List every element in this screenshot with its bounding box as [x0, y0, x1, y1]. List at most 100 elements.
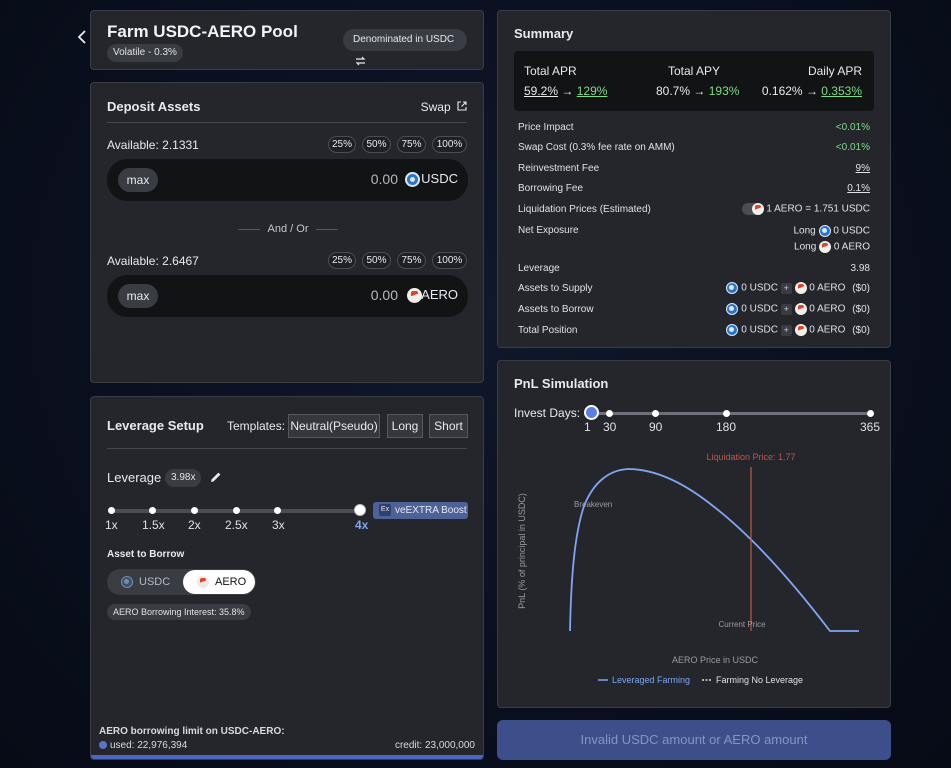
breakeven-label: Breakeven [574, 500, 612, 509]
slider-label-1x: 1x [105, 518, 118, 532]
long-label: Long [794, 241, 817, 253]
pencil-edit-icon[interactable] [210, 471, 222, 483]
aero-50-button[interactable]: 50% [362, 252, 391, 269]
net-exposure-label: Net Exposure [518, 225, 579, 236]
aero-symbol: AERO [817, 324, 846, 336]
usd-value: ($0) [852, 303, 870, 315]
aero-amount-input[interactable]: max 0.00 AERO [107, 275, 468, 317]
total-apy-label: Total APY [668, 64, 721, 78]
usdc-100-button[interactable]: 100% [432, 136, 467, 153]
aero-75-button[interactable]: 75% [397, 252, 426, 269]
template-long-button[interactable]: Long [387, 414, 423, 438]
and-or-label: And / Or [267, 223, 309, 235]
days-stop-90[interactable] [652, 410, 659, 417]
page-title: Farm USDC-AERO Pool [107, 22, 298, 41]
usdc-symbol: USDC [749, 324, 778, 336]
pnl-chart: PnL (% of principal in USDC) Liquidation… [517, 452, 859, 685]
veextra-boost-button[interactable]: Ex veEXTRA Boost [373, 502, 468, 519]
deposit-assets-panel: Deposit Assets Swap Available: 2.1331 25… [90, 82, 484, 383]
arrow: → [805, 84, 818, 98]
divider [107, 122, 467, 123]
aero-max-button[interactable]: max [118, 284, 158, 308]
slider-stop-3x[interactable] [274, 507, 281, 514]
aero-25-button[interactable]: 25% [328, 252, 356, 269]
liquidation-prices-value: 1 AERO = 1.751 USDC [741, 203, 870, 215]
submit-button[interactable]: Invalid USDC amount or AERO amount [497, 720, 891, 760]
usdc-symbol: USDC [749, 282, 778, 294]
usdc-available: Available: 2.1331 [107, 138, 199, 152]
total-position-label: Total Position [518, 325, 578, 336]
net-exposure-long-aero: Long 0 AERO [794, 241, 870, 253]
usdc-25-button[interactable]: 25% [328, 136, 356, 153]
borrowing-fee-value: 0.1% [847, 183, 870, 194]
pool-header-panel: Farm USDC-AERO Pool Volatile - 0.3% Deno… [77, 10, 484, 70]
slider-stop-2x[interactable] [191, 507, 198, 514]
usdc-amount-value[interactable]: 0.00 [370, 171, 398, 187]
aero-token-icon [794, 303, 807, 315]
veextra-icon: Ex [379, 504, 391, 517]
borrow-limit-title: AERO borrowing limit on USDC-AERO: [99, 726, 285, 737]
borrow-aero-option[interactable]: AERO [183, 570, 255, 594]
slider-label-3x: 3x [272, 518, 285, 532]
pool-type-badge: Volatile - 0.3% [107, 44, 183, 62]
borrow-interest-badge: AERO Borrowing Interest: 35.8% [107, 604, 251, 620]
aero-amount: 0 [809, 303, 815, 315]
liquidation-prices-label: Liquidation Prices (Estimated) [518, 204, 651, 215]
asset-to-borrow-label: Asset to Borrow [107, 549, 185, 560]
aero-token-icon [819, 241, 832, 253]
days-stop-30[interactable] [606, 410, 613, 417]
aero-amount: 0 [809, 324, 815, 336]
usdc-token-icon [405, 172, 420, 187]
plus-icon: + [780, 282, 792, 294]
borrow-usdc-option[interactable]: USDC [109, 571, 181, 593]
total-position-value: 0 USDC + 0 AERO ($0) [726, 324, 870, 336]
aero-token-icon [407, 288, 422, 303]
divider [107, 448, 467, 449]
usdc-50-button[interactable]: 50% [362, 136, 391, 153]
leverage-label: Leverage [107, 470, 162, 485]
usdc-amount-input[interactable]: max 0.00 USDC [107, 159, 468, 201]
toggle-switch-icon[interactable] [741, 203, 764, 215]
template-short-button[interactable]: Short [429, 414, 468, 438]
aero-amount-value[interactable]: 0.00 [370, 287, 398, 303]
assets-to-supply-value: 0 USDC + 0 AERO ($0) [726, 282, 870, 294]
legend-no-leverage-label: Farming No Leverage [716, 675, 803, 685]
days-stop-365[interactable] [867, 410, 874, 417]
borrowing-fee-label: Borrowing Fee [518, 183, 584, 194]
invest-days-handle[interactable] [584, 405, 599, 420]
aero-100-button[interactable]: 100% [432, 252, 467, 269]
price-impact-label: Price Impact [518, 122, 574, 133]
usdc-max-button[interactable]: max [118, 168, 158, 192]
usd-value: ($0) [852, 324, 870, 336]
x-axis-label: AERO Price in USDC [672, 655, 759, 665]
usdc-amount: 0 [741, 324, 747, 336]
plus-icon: + [780, 303, 792, 315]
days-label-90: 90 [649, 420, 663, 434]
denomination-toggle[interactable]: Denominated in USDC [343, 29, 467, 66]
slider-stop-1-5x[interactable] [149, 507, 156, 514]
template-neutral-button[interactable]: Neutral(Pseudo) [288, 414, 380, 438]
slider-handle[interactable] [354, 504, 366, 516]
slider-label-1-5x: 1.5x [142, 518, 165, 532]
plus-icon: + [780, 324, 792, 336]
aero-symbol: AERO [817, 282, 846, 294]
days-stop-180[interactable] [723, 410, 730, 417]
total-apr-to: 129% [576, 84, 608, 98]
slider-stop-1x[interactable] [108, 507, 115, 514]
borrow-used-label: used: 22,976,394 [110, 740, 188, 751]
invest-days-slider[interactable] [590, 412, 872, 415]
daily-apr-to: 0.353% [821, 84, 862, 98]
slider-stop-2-5x[interactable] [233, 507, 240, 514]
liquidation-price-text: 1 AERO = 1.751 USDC [766, 203, 870, 215]
usdc-token-icon [818, 225, 831, 237]
chevron-left-icon[interactable] [77, 29, 87, 45]
current-price-label: Current Price [718, 620, 766, 629]
submit-button-label: Invalid USDC amount or AERO amount [580, 732, 808, 747]
total-apr-label: Total APR [524, 64, 577, 78]
usdc-token-icon [121, 576, 133, 588]
usdc-75-button[interactable]: 75% [397, 136, 426, 153]
summary-title: Summary [514, 26, 574, 41]
swap-link[interactable]: Swap [421, 100, 467, 114]
long-aero-symbol: AERO [841, 241, 870, 253]
borrow-asset-toggle[interactable]: USDC AERO [107, 569, 256, 595]
